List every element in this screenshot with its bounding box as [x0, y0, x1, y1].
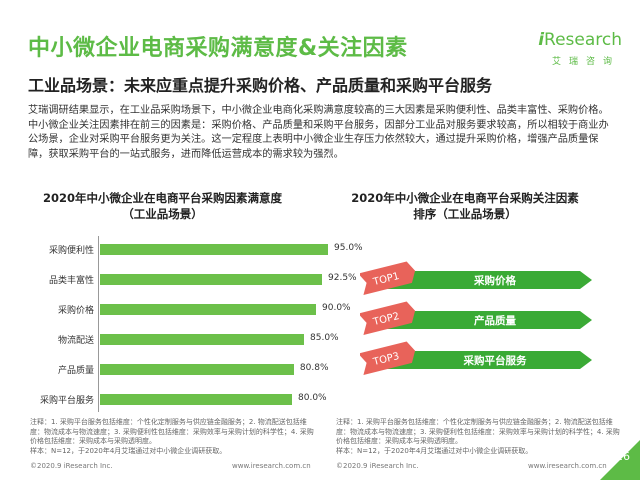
left-chart-title-line2: （工业品场景） [122, 207, 203, 221]
rank-tag-shape [360, 301, 416, 335]
brand-logo: iResearch 艾瑞咨询 [522, 30, 622, 70]
right-source-text: 样本：N=12，于2020年4月艾瑞通过对中小微企业调研获取。 [336, 446, 533, 455]
left-notes: 注释：1. 采购平台服务包括维度：个性化定制服务与供应链金融服务；2. 物流配送… [30, 418, 320, 456]
bar-value-label: 92.5% [328, 273, 357, 283]
bar-value-label: 90.0% [322, 303, 351, 313]
right-notes: 注释：1. 采购平台服务包括维度：个性化定制服务与供应链金融服务；2. 物流配送… [336, 418, 626, 456]
rank-tag: TOP3 [360, 341, 416, 375]
page-number: 26 [616, 450, 630, 463]
bar-category-label: 物流配送 [57, 336, 94, 346]
footer-url-left: www.iresearch.com.cn [232, 462, 311, 470]
bar [100, 244, 328, 255]
bar-value-label: 95.0% [334, 243, 363, 253]
left-chart-title: 2020年中小微企业在电商平台采购因素满意度 （工业品场景） [40, 190, 285, 222]
bar [100, 274, 322, 285]
bar-category-label: 产品质量 [57, 366, 94, 376]
bar-category-label: 采购便利性 [48, 246, 94, 256]
rank-tag: TOP2 [360, 301, 416, 335]
bar [100, 394, 292, 405]
footer-copyright-right: ©2020.9 iResearch Inc. [336, 462, 419, 470]
bar-category-label: 采购价格 [57, 306, 94, 316]
left-chart-title-line1: 2020年中小微企业在电商平台采购因素满意度 [42, 191, 282, 205]
left-source-text: 样本：N=12，于2020年4月艾瑞通过对中小微企业调研获取。 [30, 446, 227, 455]
page-title: 中小微企业电商采购满意度&关注因素 [28, 36, 408, 61]
intro-paragraph: 艾瑞调研结果显示，在工业品采购场景下，中小微企业电商化采购满意度较高的三大因素是… [28, 105, 609, 160]
right-chart-title-line2: 排序（工业品场景） [413, 207, 517, 221]
footer-url-right: www.iresearch.com.cn [528, 462, 607, 470]
bar-category-label: 采购平台服务 [39, 396, 94, 406]
iresearch-logo: iResearch [538, 30, 622, 50]
rank-item-label: 产品质量 [474, 314, 516, 327]
rank-ribbon [374, 271, 592, 289]
rank-ribbon [374, 311, 592, 329]
page-corner-triangle [600, 440, 640, 480]
attention-ranking-graphic: TOP1 采购价格 TOP2 产品质量 TOP3 采购平台服务 [360, 261, 592, 375]
rank-item-label: 采购价格 [473, 274, 516, 287]
bar-value-label: 80.0% [298, 393, 327, 403]
bar [100, 304, 316, 315]
rank-tag-shape [360, 261, 416, 295]
rank-tag-shape [360, 341, 416, 375]
bar-value-label: 80.8% [299, 363, 329, 373]
brand-chinese-name: 艾瑞咨询 [551, 57, 620, 67]
bar-category-label: 品类丰富性 [48, 276, 94, 286]
rank-tag: TOP1 [360, 261, 416, 295]
category-axis-line [98, 236, 99, 412]
left-note-text: 注释：1. 采购平台服务包括维度：个性化定制服务与供应链金融服务；2. 物流配送… [30, 418, 314, 445]
page-subtitle: 工业品场景：未来应重点提升采购价格、产品质量和采购平台服务 [28, 76, 493, 95]
satisfaction-bar-chart: 采购便利性 95.0% 品类丰富性 92.5% 采购价格 90.0% 物流配送 85.0% 产品… [18, 232, 363, 417]
bar [100, 334, 304, 345]
right-chart-title: 2020年中小微企业在电商平台采购关注因素 排序（工业品场景） [320, 190, 610, 222]
right-chart-title-line1: 2020年中小微企业在电商平台采购关注因素 [351, 191, 579, 205]
right-note-text: 注释：1. 采购平台服务包括维度：个性化定制服务与供应链金融服务；2. 物流配送… [336, 418, 620, 445]
bar [100, 364, 294, 375]
footer-copyright-left: ©2020.9 iResearch Inc. [30, 462, 113, 470]
bar-value-label: 85.0% [310, 333, 339, 343]
rank-item-label: 采购平台服务 [463, 354, 527, 367]
rank-ribbon [374, 351, 592, 369]
